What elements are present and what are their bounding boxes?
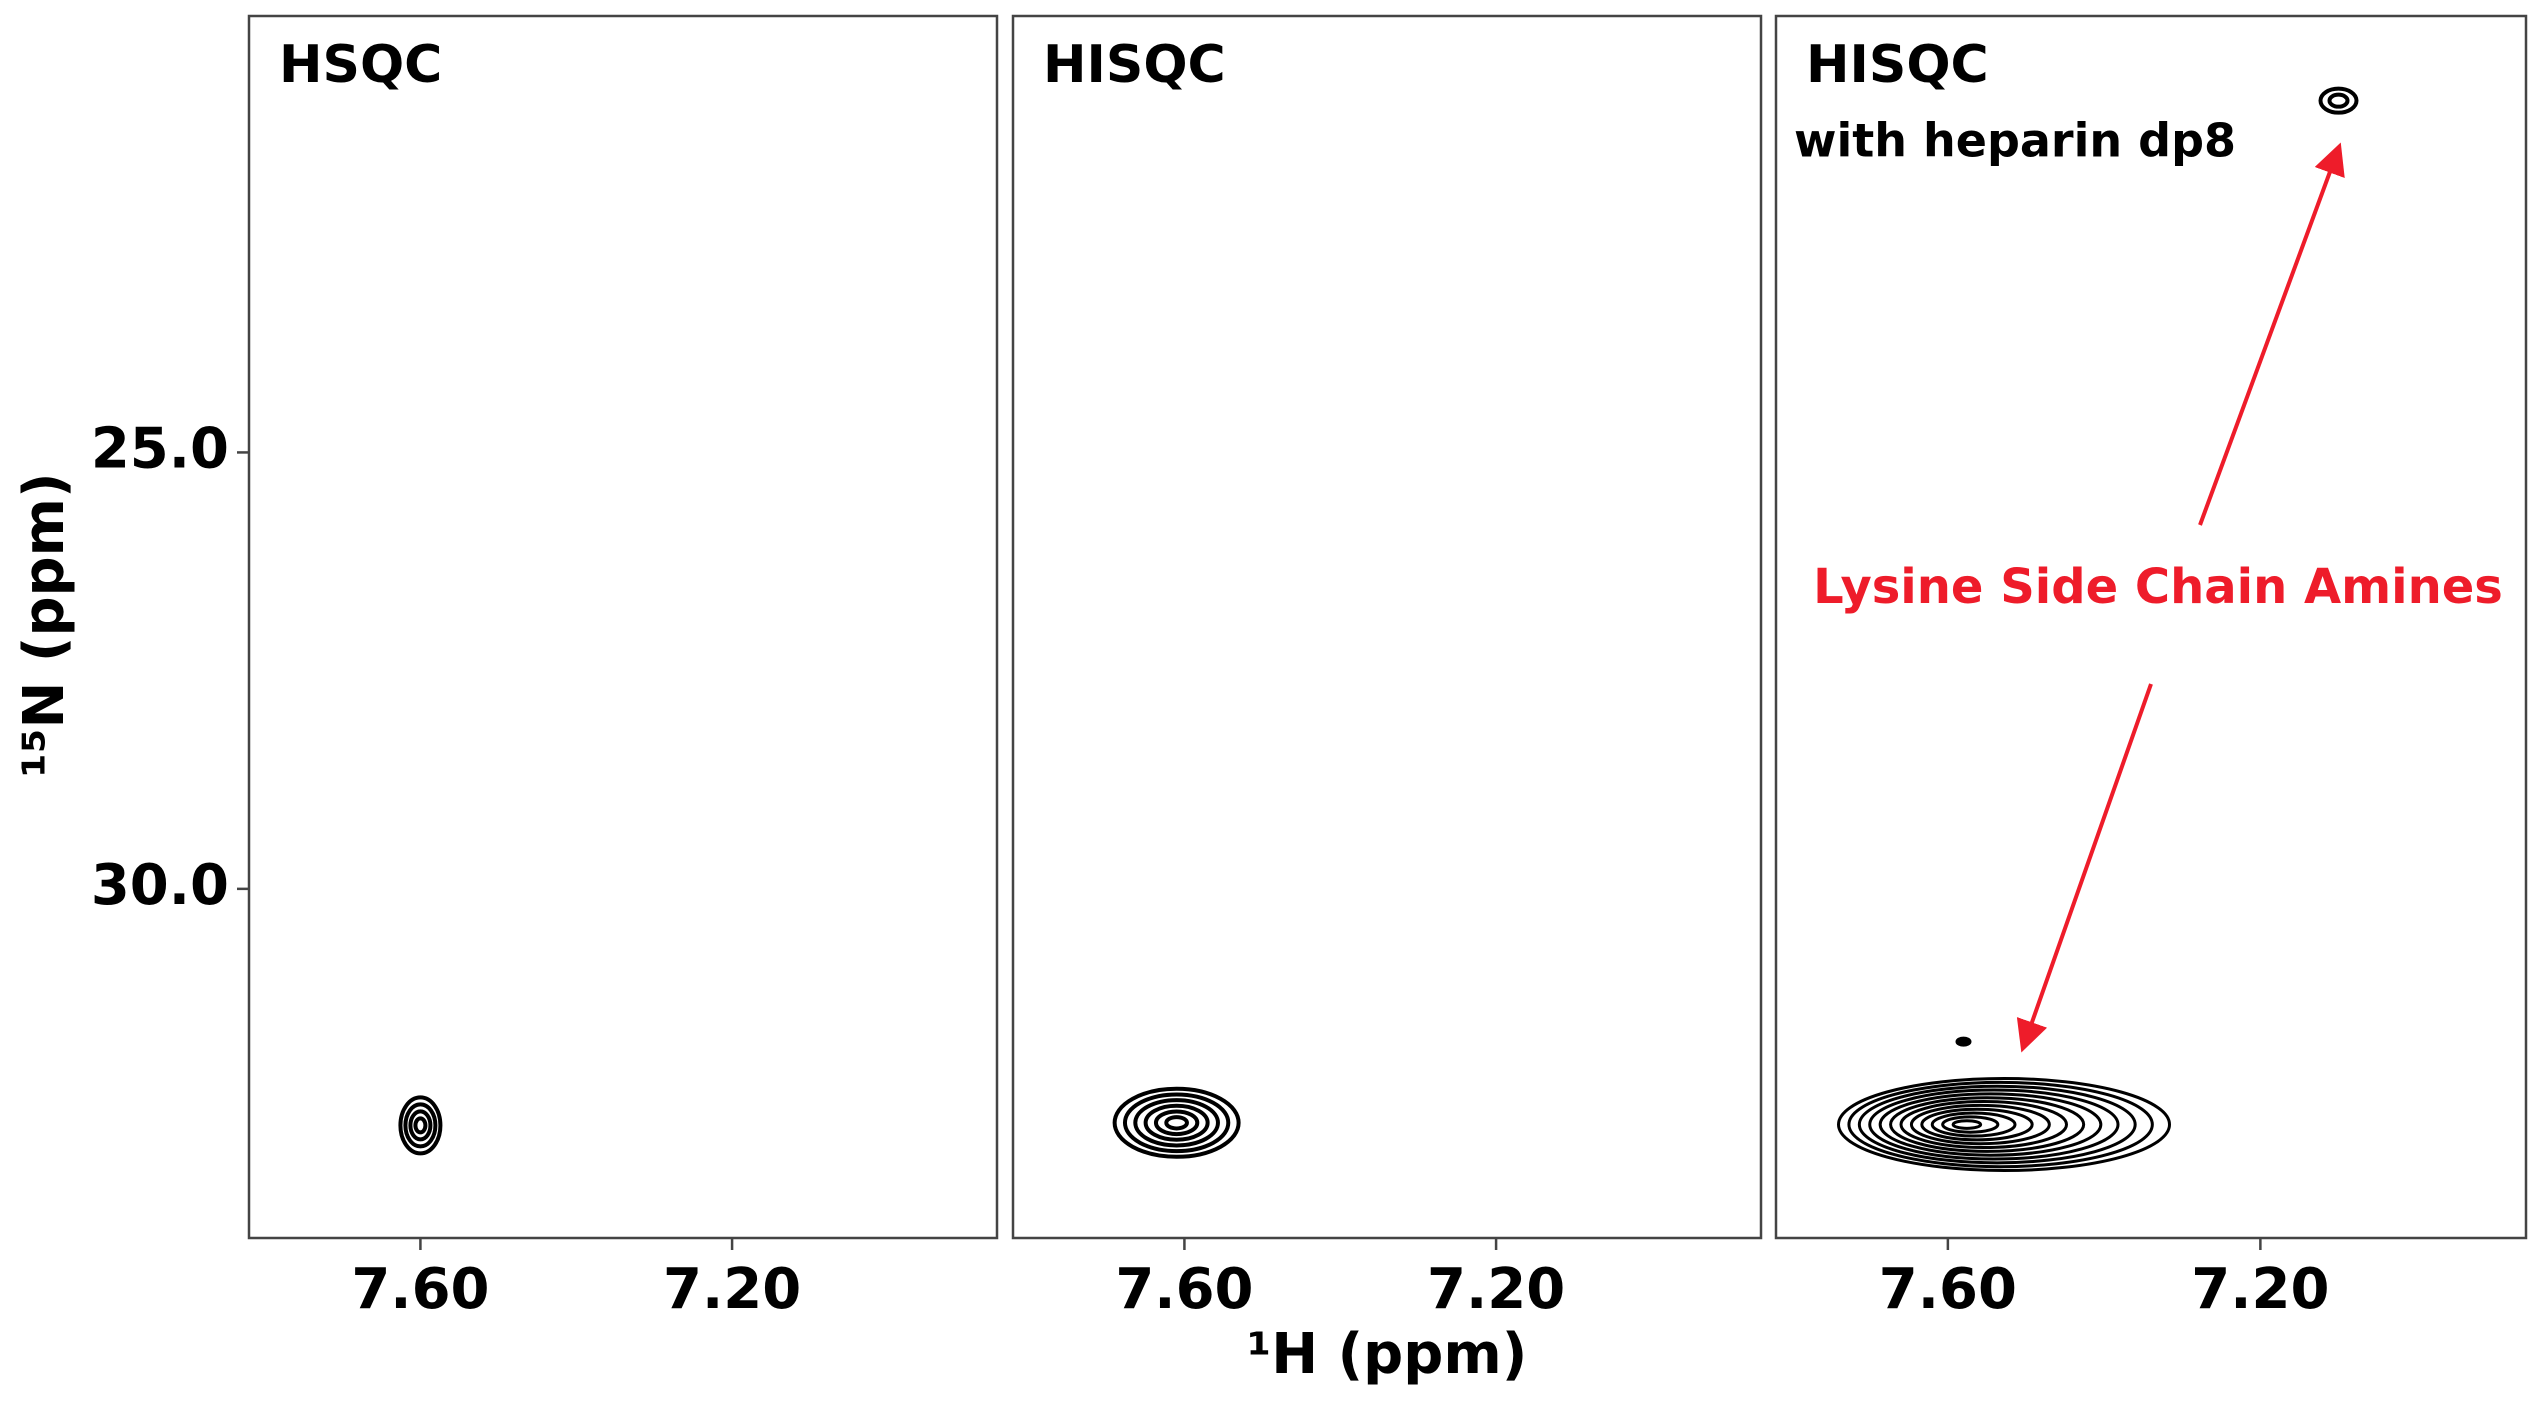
annotation: Lysine Side Chain Amines bbox=[1813, 559, 2503, 615]
annotation-arrow bbox=[2198, 142, 2345, 526]
contour-peak bbox=[403, 1102, 438, 1149]
contour-peak bbox=[1847, 1080, 2154, 1169]
contour-peak bbox=[1857, 1084, 2137, 1165]
contour-peak bbox=[1899, 1100, 2068, 1150]
panel-frame bbox=[1774, 14, 2528, 1240]
y-axis-label: ¹⁵N (ppm) bbox=[12, 472, 77, 777]
annotation-arrow bbox=[2016, 683, 2153, 1053]
panel-frame bbox=[1011, 14, 1763, 1240]
contour-peak bbox=[1955, 1036, 1972, 1047]
y-tick-label: 30.0 bbox=[91, 853, 229, 918]
x-tick-label: 7.20 bbox=[1427, 1257, 1565, 1322]
contour-peak bbox=[1889, 1096, 2086, 1153]
x-tick-label: 7.20 bbox=[2191, 1257, 2329, 1322]
x-tick-label: 7.60 bbox=[1879, 1257, 2017, 1322]
x-tick-label: 7.60 bbox=[1115, 1257, 1253, 1322]
contour-peak bbox=[1112, 1086, 1241, 1159]
contour-peak bbox=[1909, 1103, 2051, 1146]
contour-peak bbox=[1837, 1077, 2171, 1173]
contour-peak bbox=[1122, 1092, 1231, 1154]
contour-peak bbox=[1153, 1109, 1200, 1137]
x-tick-label: 7.20 bbox=[663, 1257, 801, 1322]
panel-frame bbox=[247, 14, 999, 1240]
contour-peak bbox=[2318, 86, 2359, 115]
contour-peak bbox=[1164, 1115, 1189, 1131]
x-axis-label: ¹H (ppm) bbox=[1247, 1322, 1528, 1387]
contour-peak bbox=[1930, 1111, 2017, 1138]
panel-title: HISQC bbox=[1043, 35, 1226, 95]
contour-peak bbox=[2327, 92, 2350, 109]
panel-subtitle: with heparin dp8 bbox=[1794, 114, 2236, 168]
contour-peak bbox=[413, 1116, 428, 1135]
contour-peak bbox=[1941, 1115, 2000, 1134]
contour-peak bbox=[1868, 1088, 2120, 1161]
contour-peak bbox=[1133, 1098, 1220, 1148]
panel-title: HISQC bbox=[1806, 35, 1989, 95]
contour-peak bbox=[1920, 1107, 2034, 1142]
x-tick-label: 7.60 bbox=[351, 1257, 489, 1322]
contour-peak bbox=[408, 1109, 433, 1142]
contour-peak bbox=[1951, 1119, 1983, 1130]
contour-peak bbox=[1878, 1092, 2103, 1157]
contour-peak bbox=[398, 1095, 443, 1156]
contour-peak bbox=[1143, 1103, 1210, 1142]
panel-title: HSQC bbox=[279, 35, 442, 95]
y-tick-label: 25.0 bbox=[91, 417, 229, 482]
